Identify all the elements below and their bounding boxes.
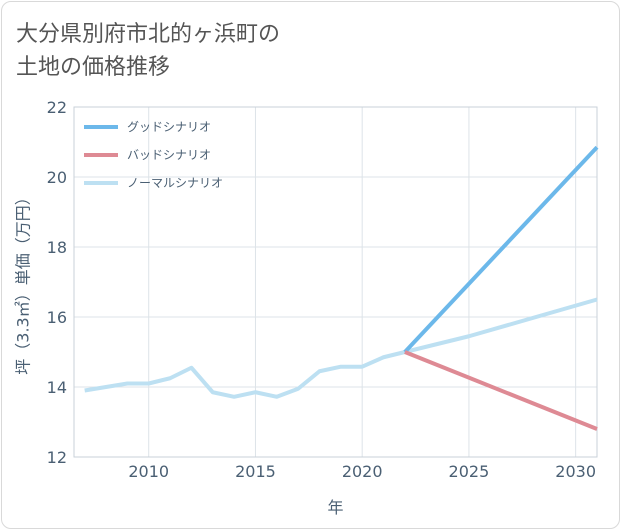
y-tick-label: 16: [47, 308, 67, 327]
legend-label: グッドシナリオ: [127, 120, 211, 134]
legend-label: ノーマルシナリオ: [127, 176, 223, 190]
legend-label: バッドシナリオ: [127, 148, 211, 162]
series-layer: [84, 145, 599, 431]
y-tick-label: 14: [47, 378, 67, 397]
y-tick-label: 20: [47, 168, 67, 187]
y-tick-label: 18: [47, 238, 67, 257]
y-tick-label: 22: [47, 98, 67, 117]
x-tick-label: 2015: [235, 462, 276, 481]
y-tick-label: 12: [47, 448, 67, 467]
grid-lines: [74, 107, 597, 457]
x-tick-label: 2030: [555, 462, 596, 481]
tick-labels: 12 14 16 18 20 22 2010 2015 2020 2025 2030: [47, 98, 596, 481]
series-line-0: [403, 145, 599, 354]
plot-frame: [73, 106, 598, 458]
y-axis-title: 坪（3.3㎡）単価（万円）: [14, 189, 33, 374]
x-tick-label: 2025: [449, 462, 490, 481]
title-line-2: 土地の価格推移: [16, 55, 171, 80]
chart-title: 大分県別府市北的ヶ浜町の 土地の価格推移: [16, 18, 280, 84]
series-line-2: [84, 297, 598, 399]
series-line-1: [404, 350, 598, 431]
title-line-1: 大分県別府市北的ヶ浜町の: [16, 22, 281, 47]
x-tick-label: 2020: [342, 462, 383, 481]
x-axis-title: 年: [327, 498, 343, 517]
x-tick-label: 2010: [128, 462, 169, 481]
